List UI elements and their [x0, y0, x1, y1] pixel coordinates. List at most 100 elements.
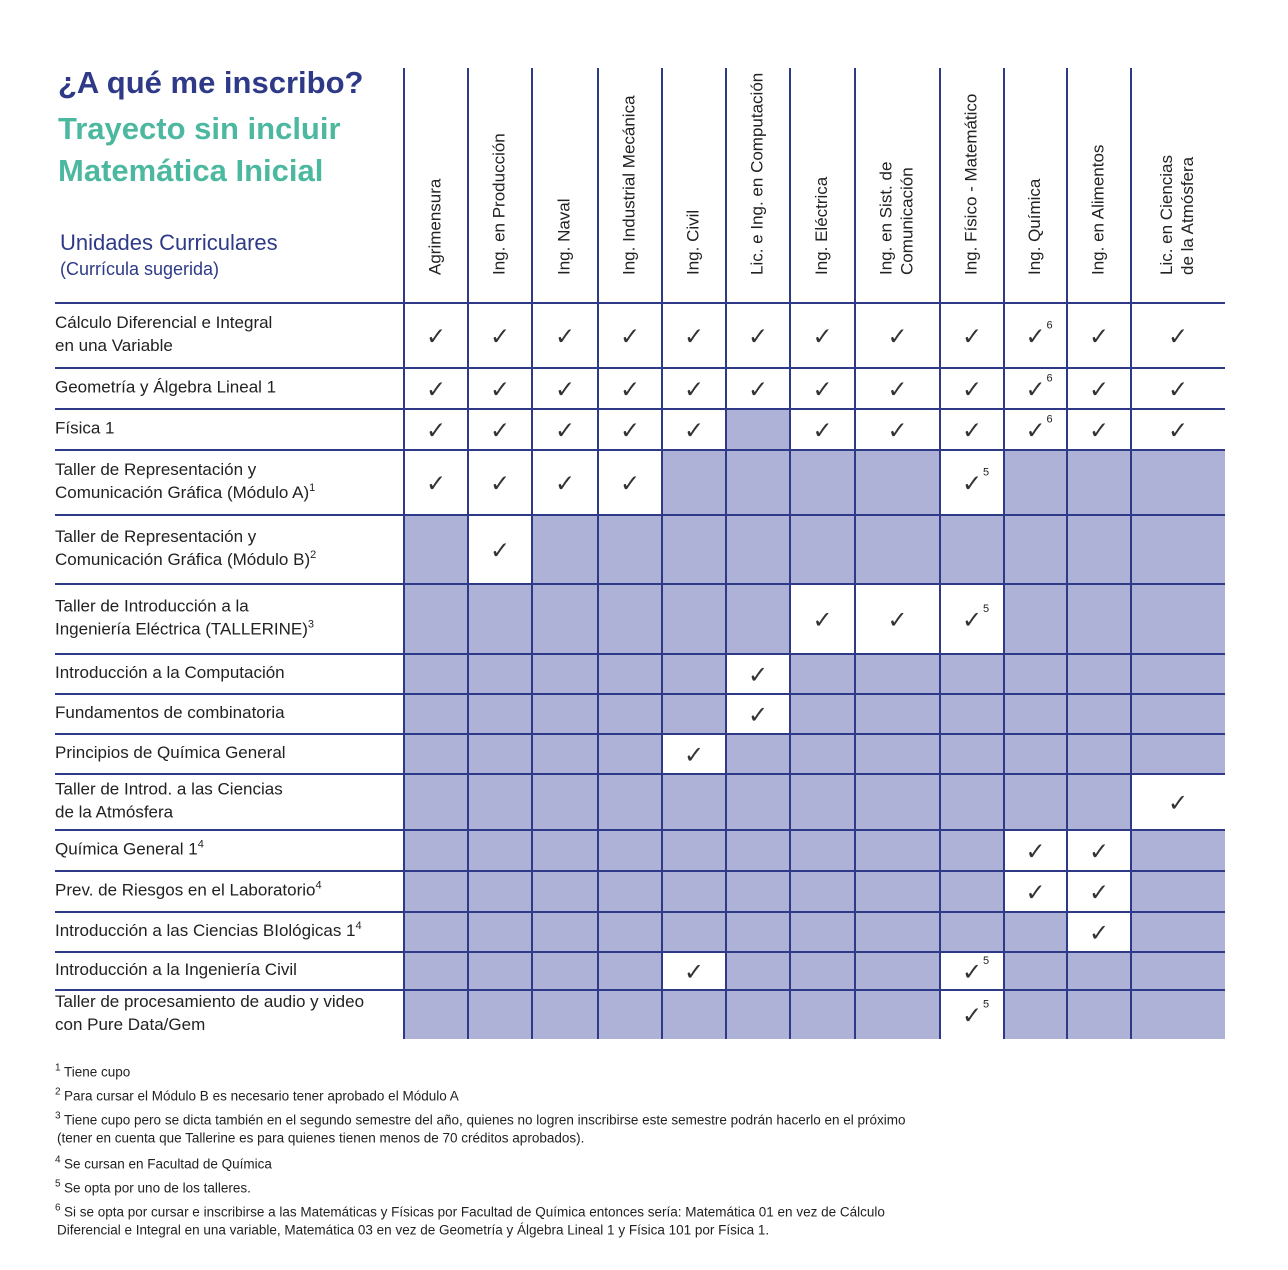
- unavailable-cell: [598, 871, 662, 912]
- column-header: Ing. Industrial Mecánica: [619, 95, 638, 275]
- unavailable-cell: [662, 912, 726, 952]
- unavailable-cell: [1131, 734, 1225, 774]
- footnote-text: Tiene cupo pero se dicta también en el s…: [64, 1113, 906, 1128]
- unavailable-cell: [1131, 694, 1225, 734]
- unavailable-cell: [726, 871, 790, 912]
- unavailable-cell: [855, 515, 940, 584]
- unavailable-cell: [662, 584, 726, 654]
- check: ✓: [1089, 879, 1109, 907]
- unavailable-cell: [855, 912, 940, 952]
- footnote-ref: 6: [1047, 372, 1053, 384]
- check: ✓: [962, 958, 982, 986]
- unavailable-cell: [404, 830, 468, 871]
- unavailable-cell: [662, 694, 726, 734]
- footnote-ref: 4: [356, 920, 362, 932]
- row-label: Principios de Química General: [55, 743, 286, 762]
- unavailable-cell: [1004, 990, 1067, 1039]
- unavailable-cell: [404, 515, 468, 584]
- footnote-number: 4: [55, 1155, 61, 1166]
- column-header: Ing. en Producción: [489, 133, 508, 275]
- check: ✓: [748, 661, 768, 689]
- check: ✓: [490, 376, 510, 404]
- unavailable-cell: [790, 734, 855, 774]
- column-header: Ing. Naval: [554, 198, 573, 275]
- column-header: Ing. Físico - Matemático: [961, 94, 980, 275]
- unavailable-cell: [662, 830, 726, 871]
- unavailable-cell: [598, 952, 662, 990]
- unavailable-cell: [726, 830, 790, 871]
- check: ✓: [962, 323, 982, 351]
- row-label: con Pure Data/Gem: [55, 1015, 205, 1034]
- footnote-text: Diferencial e Integral en una variable, …: [57, 1223, 769, 1238]
- footnote-ref: 5: [983, 603, 989, 615]
- unavailable-cell: [468, 912, 532, 952]
- unavailable-cell: [468, 654, 532, 694]
- row-label-text: Química General 1: [55, 840, 198, 859]
- check: ✓: [1168, 789, 1188, 817]
- check: ✓: [490, 417, 510, 445]
- unavailable-cell: [1131, 871, 1225, 912]
- unavailable-cell: [1131, 952, 1225, 990]
- unavailable-cell: [940, 871, 1004, 912]
- row-label: Cálculo Diferencial e Integral: [55, 313, 272, 332]
- unavailable-cell: [726, 734, 790, 774]
- check: ✓: [684, 417, 704, 445]
- check: ✓: [426, 417, 446, 445]
- column-header: Agrimensura: [425, 178, 444, 275]
- unavailable-cell: [855, 450, 940, 515]
- unavailable-cell: [532, 515, 598, 584]
- row-label: Taller de Introducción a la: [55, 597, 249, 616]
- unavailable-cell: [1004, 450, 1067, 515]
- footnote-ref: 5: [983, 955, 989, 967]
- footnote-ref: 3: [308, 618, 314, 630]
- check: ✓: [748, 376, 768, 404]
- check: ✓: [1089, 919, 1109, 947]
- row-label-text: Introducción a la Ingeniería Civil: [55, 960, 297, 979]
- unavailable-cell: [468, 871, 532, 912]
- unavailable-cell: [1004, 654, 1067, 694]
- unavailable-cell: [404, 952, 468, 990]
- check: ✓: [887, 606, 907, 634]
- unavailable-cell: [855, 830, 940, 871]
- column-header: Lic. en Ciencias: [1157, 155, 1176, 275]
- unavailable-cell: [532, 694, 598, 734]
- unavailable-cell: [468, 584, 532, 654]
- footnote-ref: 4: [198, 838, 204, 850]
- footnote-ref: 4: [316, 879, 322, 891]
- unavailable-cell: [468, 830, 532, 871]
- check: ✓: [962, 470, 982, 498]
- unavailable-cell: [1131, 584, 1225, 654]
- unavailable-cell: [1067, 734, 1131, 774]
- footnote-ref: 6: [1047, 413, 1053, 425]
- unavailable-cell: [1131, 912, 1225, 952]
- check: ✓: [490, 470, 510, 498]
- unavailable-cell: [790, 912, 855, 952]
- check: ✓: [812, 606, 832, 634]
- footnote-text: Para cursar el Módulo B es necesario ten…: [64, 1089, 459, 1104]
- unavailable-cell: [404, 912, 468, 952]
- unavailable-cell: [726, 515, 790, 584]
- unavailable-cell: [532, 774, 598, 830]
- check: ✓: [490, 537, 510, 565]
- check: ✓: [684, 958, 704, 986]
- row-label-text: Taller de Representación y: [55, 527, 257, 546]
- row-label: Geometría y Álgebra Lineal 1: [55, 378, 276, 397]
- check: ✓: [887, 323, 907, 351]
- unavailable-cell: [726, 409, 790, 450]
- check: ✓: [1168, 323, 1188, 351]
- unavailable-cell: [940, 694, 1004, 734]
- unavailable-cell: [404, 774, 468, 830]
- check: ✓: [887, 376, 907, 404]
- column-header: Ing. en Sist. de: [876, 162, 895, 275]
- check: ✓: [748, 323, 768, 351]
- unavailable-cell: [726, 952, 790, 990]
- unavailable-cell: [726, 450, 790, 515]
- unavailable-cell: [1004, 584, 1067, 654]
- unavailable-cell: [1131, 990, 1225, 1039]
- check: ✓: [684, 323, 704, 351]
- check: ✓: [1089, 417, 1109, 445]
- unavailable-cell: [855, 952, 940, 990]
- row-label: Comunicación Gráfica (Módulo B)2: [55, 549, 316, 570]
- check: ✓: [490, 323, 510, 351]
